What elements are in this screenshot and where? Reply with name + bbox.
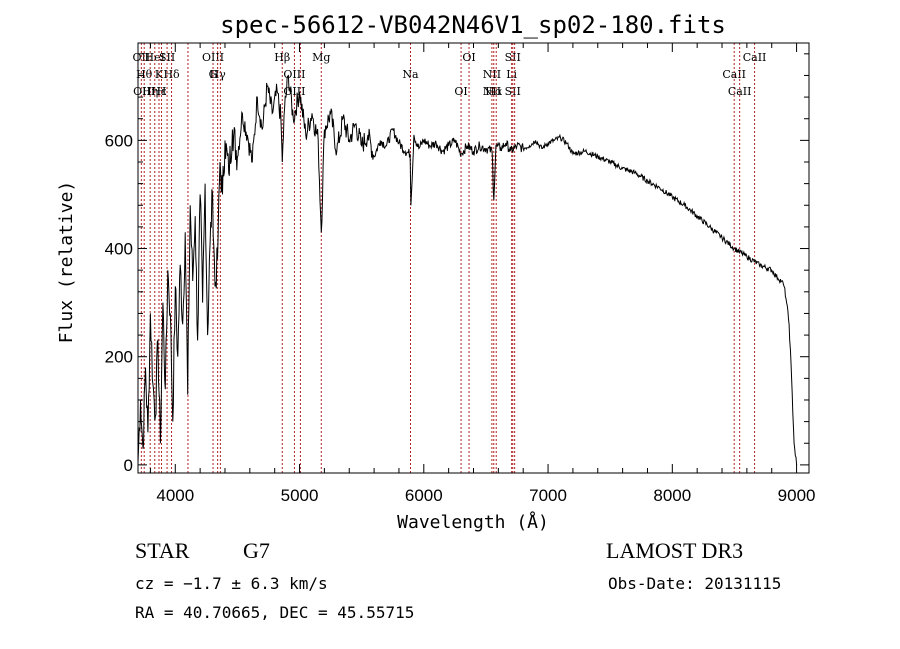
line-marker-label: CaII [722, 68, 746, 81]
ra-dec: RA = 40.70665, DEC = 45.55715 [135, 603, 415, 622]
line-marker-label: SII [159, 51, 175, 64]
line-marker-label: H [157, 85, 167, 98]
x-tick-label: 9000 [778, 486, 816, 505]
line-marker-label: OI [454, 85, 467, 98]
flux-series-line [137, 74, 798, 465]
axis-ticks: 4000 5000 6000 7000 8000 9000 0 200 400 600 [105, 43, 816, 505]
x-axis-label: Wavelength (Å) [397, 511, 549, 533]
line-marker-label: Hη [142, 85, 158, 98]
y-tick-label: 200 [105, 348, 133, 367]
line-marker-label: Hδ [163, 68, 180, 81]
y-tick-label: 0 [124, 456, 133, 475]
x-tick-label: 4000 [156, 486, 194, 505]
x-tick-label: 7000 [529, 486, 567, 505]
line-marker-label: Hα [485, 85, 503, 98]
line-marker-label: CaII [728, 85, 752, 98]
line-marker-label: Li [506, 68, 517, 81]
line-marker-label: Na [402, 68, 419, 81]
series-group [137, 74, 798, 465]
spectral-subclass: G7 [243, 538, 270, 563]
line-markers: OIIHθOIIIHηHeIKHεHSIIHδOIIIGHγHβOIIIOIII… [132, 43, 766, 473]
line-marker-label: OIII [202, 51, 224, 64]
y-tick-label: 600 [105, 131, 133, 150]
line-marker-label: Hβ [274, 51, 290, 64]
line-marker-label: CaII [743, 51, 767, 64]
plot-frame [137, 42, 810, 474]
line-marker-label: Mg [312, 51, 330, 64]
survey-label: LAMOST DR3 [606, 538, 744, 563]
line-marker-label: NII [483, 68, 501, 81]
line-marker-label: SII [505, 85, 521, 98]
line-marker-label: SII [505, 51, 521, 64]
x-tick-label: 6000 [405, 486, 443, 505]
x-tick-label: 5000 [281, 486, 319, 505]
line-marker-label: HeI [145, 51, 165, 64]
redshift-info: cz = −1.7 ± 6.3 km/s [135, 574, 328, 593]
line-marker-label: G [209, 68, 218, 81]
spectral-class: STAR [135, 538, 190, 563]
line-marker-label: K [155, 68, 164, 81]
x-tick-label: 8000 [653, 486, 691, 505]
chart-title: spec-56612-VB042N46V1_sp02-180.fits [220, 11, 726, 39]
line-marker-label: OII [132, 51, 150, 64]
line-marker-label: OI [462, 51, 475, 64]
line-marker-label: Hε [151, 85, 167, 98]
y-tick-label: 400 [105, 240, 133, 259]
line-marker-label: Hθ [136, 68, 153, 81]
y-axis-label: Flux (relative) [56, 181, 77, 344]
line-marker-label: Hγ [210, 68, 227, 81]
obs-date: Obs-Date: 20131115 [608, 574, 782, 593]
